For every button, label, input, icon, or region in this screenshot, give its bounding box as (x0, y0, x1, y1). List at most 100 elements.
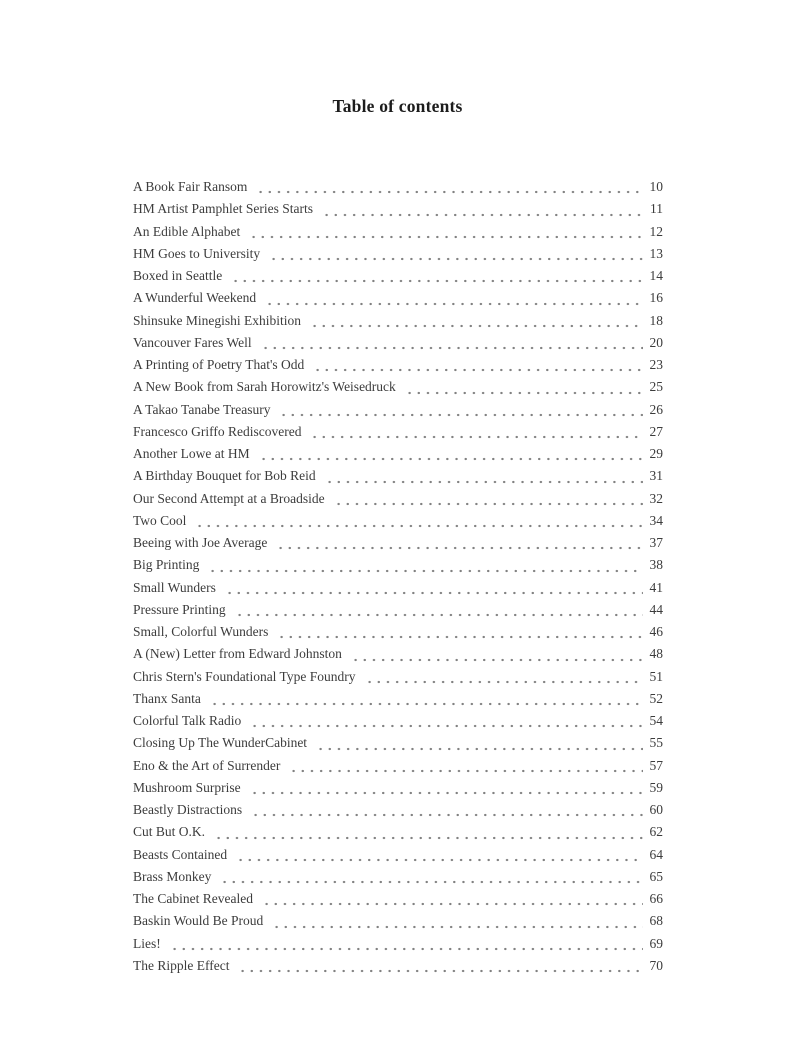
toc-entry-title: Francesco Griffo Rediscovered (133, 423, 302, 439)
toc-entry-row: Baskin Would Be Proud 68 (133, 910, 664, 933)
dot-leader (223, 576, 643, 599)
toc-entry-title: Baskin Would Be Proud (133, 913, 264, 929)
dot-leader (208, 687, 643, 710)
toc-entry-page-number: 32 (649, 490, 664, 506)
dot-leader (248, 220, 643, 243)
toc-entry-row: HM Goes to University 13 (133, 242, 663, 265)
toc-entry-page-number: 57 (649, 757, 664, 773)
toc-entry-row: Small Wunders 41 (133, 576, 664, 599)
toc-entry-page-number: 60 (649, 802, 664, 817)
toc-entry-title: Pressure Printing (133, 601, 226, 617)
dot-leader (233, 598, 643, 621)
toc-entry-page-number: 55 (649, 735, 664, 751)
toc-entry-title: Shinsuke Minegishi Exhibition (133, 312, 302, 328)
dot-leader (260, 888, 643, 911)
toc-entry-row: HM Artist Pamphlet Series Starts 11 (133, 198, 663, 221)
dot-leader (259, 331, 643, 354)
dot-leader (230, 265, 643, 288)
dot-leader (168, 932, 643, 955)
toc-entry-page-number: 65 (649, 868, 664, 884)
toc-entry-page-number: 48 (649, 646, 664, 662)
toc-entry-page-number: 11 (650, 201, 663, 217)
toc-entry-row: Big Printing 38 (133, 554, 663, 577)
toc-entry-title: A New Book from Sarah Horowitz's Weisedr… (133, 379, 396, 395)
toc-entry-title: Brass Monkey (133, 868, 212, 884)
toc-entry-row: A Wunderful Weekend 16 (133, 287, 664, 310)
toc-entry-title: A Printing of Poetry That's Odd (133, 357, 305, 372)
toc-entry-title: Boxed in Seattle (133, 268, 223, 283)
toc-entry-page-number: 59 (649, 779, 664, 795)
toc-entry-row: An Edible Alphabet 12 (133, 220, 663, 243)
toc-entry-page-number: 26 (649, 401, 664, 417)
toc-entry-title: Thanx Santa (133, 690, 201, 706)
toc-entry-title: A Takao Tanabe Treasury (133, 401, 271, 417)
toc-entry-title: The Ripple Effect (133, 957, 230, 973)
dot-leader (268, 242, 643, 265)
toc-entry-row: Boxed in Seattle 14 (133, 265, 664, 288)
toc-entry-page-number: 31 (649, 468, 664, 484)
toc-entry-page-number: 69 (649, 935, 664, 951)
table-of-contents: A Book Fair Ransom 10 HM Artist Pamphlet… (133, 176, 663, 977)
dot-leader (309, 309, 643, 332)
dot-leader (271, 910, 643, 933)
toc-entry-title: Two Cool (133, 512, 187, 528)
toc-entry-row: Shinsuke Minegishi Exhibition 18 (133, 309, 664, 332)
toc-entry-row: Thanx Santa 52 (133, 687, 663, 710)
dot-leader (312, 354, 643, 377)
toc-entry-row: A Birthday Bouquet for Bob Reid 31 (133, 465, 664, 488)
dot-leader (321, 198, 643, 221)
dot-leader (332, 487, 643, 510)
toc-entry-row: Beeing with Joe Average 37 (133, 532, 663, 555)
dot-leader (237, 954, 643, 977)
dot-leader (323, 465, 643, 488)
toc-entry-title: HM Artist Pamphlet Series Starts (133, 201, 313, 217)
toc-entry-page-number: 16 (649, 290, 664, 306)
dot-leader (264, 287, 643, 310)
toc-entry-row: Colorful Talk Radio 54 (133, 710, 663, 733)
toc-entry-row: The Ripple Effect 70 (133, 954, 664, 977)
toc-entry-row: Mushroom Surprise 59 (133, 776, 664, 799)
dot-leader (213, 821, 643, 844)
toc-entry-row: A New Book from Sarah Horowitz's Weisedr… (133, 376, 664, 399)
dot-leader (349, 643, 643, 666)
toc-entry-page-number: 29 (649, 446, 664, 461)
toc-entry-page-number: 46 (649, 624, 664, 639)
dot-leader (275, 532, 643, 555)
toc-entry-row: A Takao Tanabe Treasury 26 (133, 398, 664, 421)
toc-entry-title: Another Lowe at HM (133, 446, 250, 461)
toc-entry-row: Brass Monkey 65 (133, 865, 664, 888)
toc-entry-title: Beastly Distractions (133, 802, 243, 817)
toc-entry-row: Francesco Griffo Rediscovered 27 (133, 420, 664, 443)
toc-entry-row: A (New) Letter from Edward Johnston 48 (133, 643, 664, 666)
page-title: Table of contents (332, 96, 463, 116)
dot-leader (219, 865, 643, 888)
dot-leader (235, 843, 643, 866)
dot-leader (363, 665, 643, 688)
toc-entry-page-number: 66 (649, 891, 664, 906)
toc-entry-title: An Edible Alphabet (133, 223, 241, 239)
toc-entry-title: A Book Fair Ransom (133, 179, 248, 194)
toc-entry-title: Small, Colorful Wunders (133, 624, 269, 639)
dot-leader (315, 732, 643, 755)
toc-entry-page-number: 18 (649, 312, 664, 328)
toc-entry-page-number: 14 (649, 268, 664, 283)
dot-leader (276, 621, 643, 644)
toc-entry-title: Our Second Attempt at a Broadside (133, 490, 325, 506)
toc-entry-page-number: 27 (649, 423, 664, 439)
toc-entry-title: Beeing with Joe Average (133, 535, 268, 550)
dot-leader (255, 176, 643, 199)
dot-leader (250, 799, 643, 822)
toc-entry-page-number: 70 (649, 957, 664, 973)
toc-entry-page-number: 44 (649, 601, 664, 617)
toc-entry-row: Lies! 69 (133, 932, 664, 955)
toc-entry-page-number: 64 (649, 846, 664, 862)
toc-entry-row: A Printing of Poetry That's Odd 23 (133, 354, 663, 377)
toc-entry-title: A (New) Letter from Edward Johnston (133, 646, 342, 662)
toc-entry-page-number: 25 (649, 379, 664, 395)
toc-entry-page-number: 68 (649, 913, 664, 929)
toc-entry-page-number: 41 (649, 579, 664, 595)
toc-entry-title: Colorful Talk Radio (133, 713, 242, 728)
toc-entry-row: Our Second Attempt at a Broadside 32 (133, 487, 664, 510)
toc-entry-page-number: 10 (649, 179, 664, 194)
